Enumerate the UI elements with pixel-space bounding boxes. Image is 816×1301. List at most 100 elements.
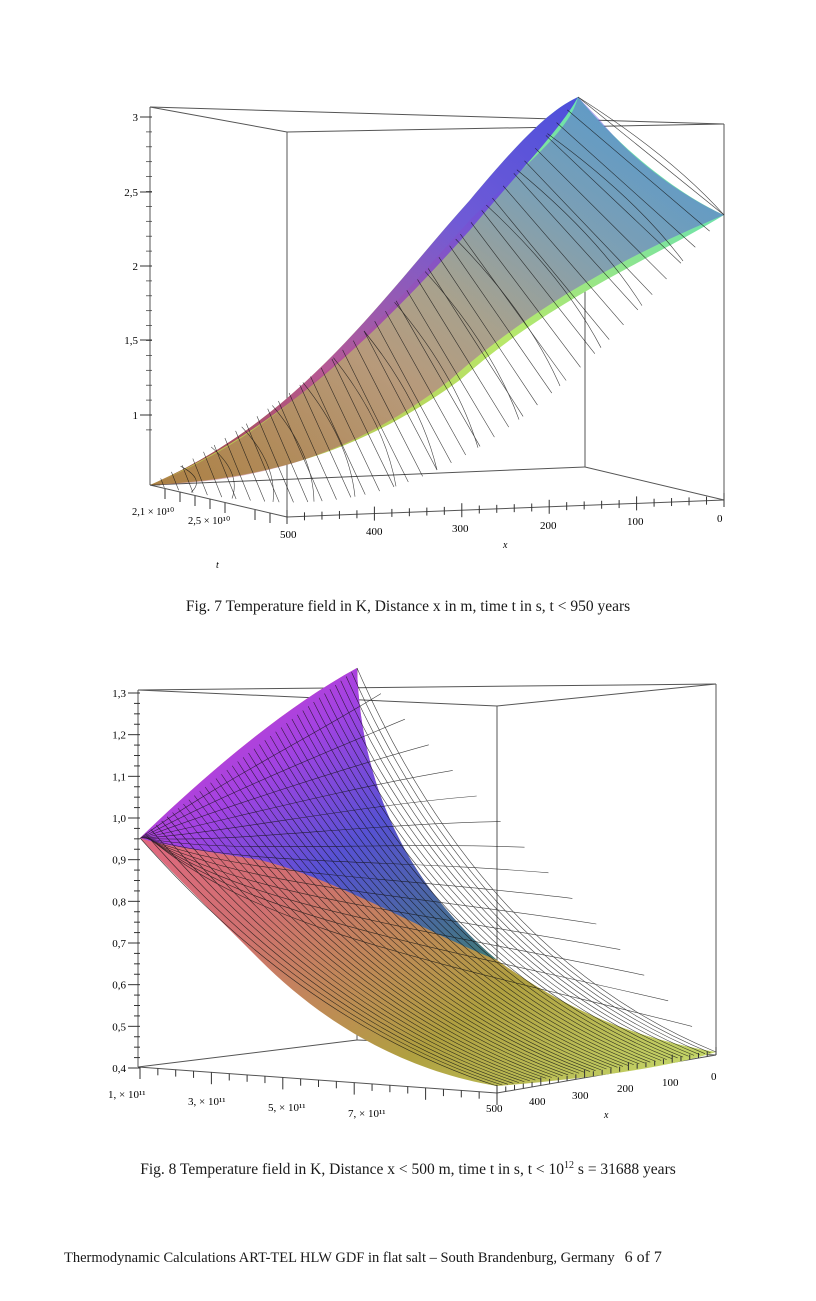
x-tick-label: 200 [540, 520, 557, 532]
surface-grid-line [237, 761, 596, 1071]
surface-grid-line [345, 676, 706, 1054]
x-axis-label: x [502, 540, 508, 551]
surface-grid-line [256, 416, 294, 503]
surface-grid-line [524, 160, 653, 295]
surface-grid-line [424, 271, 520, 420]
z-tick-label: 1,0 [112, 813, 126, 825]
z-tick-label: 0,5 [112, 1021, 126, 1033]
surface-grid-line [363, 330, 438, 471]
surface-grid-line [516, 169, 643, 306]
surface-grid-line [374, 321, 452, 464]
x-tick-label: 200 [617, 1083, 634, 1095]
surface-grid-line [146, 837, 597, 925]
surface-grid-line [455, 238, 561, 387]
page-number: 6 of 7 [624, 1249, 662, 1266]
t-tick-label: 3, × 10¹¹ [188, 1096, 226, 1108]
z-tick-label: 0,4 [112, 1063, 126, 1075]
surface-grid-line [299, 384, 352, 498]
surface-grid-line [385, 310, 466, 456]
surface-grid-line [288, 392, 337, 500]
z-tick-label: 1,3 [112, 688, 126, 700]
surface-grid-line [394, 302, 479, 448]
z-tick-label: 1,2 [112, 730, 126, 742]
surface-grid-line [427, 268, 524, 417]
surface-grid-line [147, 837, 645, 976]
x-tick-label: 300 [572, 1090, 589, 1102]
surface-grid-line [172, 812, 530, 1082]
surface-grid-line [248, 752, 607, 1070]
x-tick-label: 500 [280, 529, 297, 541]
surface-grid-line [156, 825, 514, 1084]
surface-grid-line [267, 408, 309, 503]
surface-grid-line [449, 245, 553, 394]
z-tick-label: 0,8 [112, 896, 126, 908]
surface-grid-line [335, 684, 695, 1056]
surface-grid-line [210, 782, 569, 1076]
x-tick-label: 100 [662, 1077, 679, 1089]
surface-grid-line [166, 816, 525, 1083]
surface-grid-line [470, 222, 581, 368]
surface-grid-line [180, 465, 197, 493]
t-tick-label: 2,5 × 10¹⁰ [188, 515, 231, 527]
surface-grid-line [199, 791, 558, 1077]
surface-grid-line [194, 795, 552, 1078]
surface-grid-line [320, 367, 380, 492]
figure-7-t-axis: 2,1 × 10¹⁰ 2,5 × 10¹⁰ t [132, 489, 271, 571]
surface-grid-line [280, 727, 640, 1065]
t-tick-label: 2,1 × 10¹⁰ [132, 506, 175, 518]
surface-grid-line [302, 710, 662, 1061]
surface-grid-line [264, 740, 624, 1067]
surface-grid-line [150, 829, 509, 1085]
figure-8-z-axis: 1,3 1,2 1,1 1,0 0,9 0,8 0,7 0,6 0,5 0,4 [112, 688, 140, 1075]
surface-grid-line [310, 376, 366, 495]
surface-grid-line [141, 744, 429, 839]
surface-grid-line [224, 437, 251, 501]
figure-7-x-axis: 500 400 300 200 100 0 x [280, 493, 725, 551]
surface-grid-line [141, 718, 405, 839]
surface-grid-line [221, 774, 580, 1074]
surface-grid-line [269, 735, 629, 1066]
surface-grid-line [333, 357, 397, 487]
figure-7-plot: 3 2,5 2 1,5 1 2,1 × 10¹⁰ 2,5 × 10¹⁰ t 50… [124, 96, 725, 571]
surface-grid-line [143, 821, 501, 840]
surface-grid-line [192, 458, 208, 496]
t-tick-label: 5, × 10¹¹ [268, 1102, 306, 1114]
page-footer: Thermodynamic Calculations ART-TEL HLW G… [64, 1249, 662, 1267]
surface-grid-line [577, 96, 725, 216]
figure-8-caption-end: s = 31688 years [574, 1161, 676, 1179]
z-tick-label: 0,7 [112, 938, 126, 950]
surface-grid-line [534, 147, 667, 280]
surface-grid-line [210, 446, 235, 499]
surface-grid-line [460, 233, 567, 381]
surface-grid-line [486, 204, 602, 348]
surface-grid-line [140, 693, 382, 839]
surface-grid-line [342, 349, 409, 483]
surface-grid-line [481, 210, 596, 354]
x-tick-label: 0 [711, 1071, 717, 1083]
x-tick-label: 0 [717, 513, 723, 525]
z-tick-label: 0,9 [112, 855, 126, 867]
surface-grid-line [161, 820, 519, 1083]
surface-grid-line [492, 197, 610, 340]
surface-grid-line [145, 837, 549, 874]
surface-grid-line [204, 786, 563, 1077]
surface-grid-line [324, 693, 684, 1058]
surface-grid-line [313, 701, 673, 1060]
surface-grid-line [235, 430, 266, 502]
z-tick-label: 2 [133, 261, 139, 273]
z-tick-label: 1,5 [124, 335, 138, 347]
figure-7-surface [150, 96, 725, 503]
surface-grid-line [147, 837, 621, 950]
figure-8-caption-main: Fig. 8 Temperature field in K, Distance … [140, 1161, 565, 1179]
figure-8-plot: 1,3 1,2 1,1 1,0 0,9 0,8 0,7 0,6 0,5 0,4 1, × 10¹¹… [108, 667, 717, 1121]
surface-grid-line [144, 837, 525, 848]
surface-grid-line [241, 426, 274, 502]
z-tick-label: 3 [133, 112, 139, 124]
surface-grid-line [291, 718, 651, 1063]
surface-grid-line [145, 837, 573, 899]
surface-grid-line [356, 667, 717, 1053]
surface-grid-line [438, 257, 538, 406]
surface-grid-line [297, 714, 656, 1062]
surface-grid-line [177, 808, 536, 1081]
surface-grid-line [278, 400, 323, 502]
